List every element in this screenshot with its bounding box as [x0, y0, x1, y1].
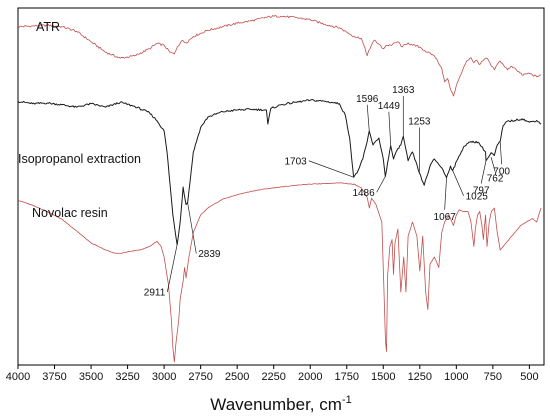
x-tick-label-2000: 2000 — [298, 371, 322, 383]
peak-label-797: 797 — [473, 186, 490, 197]
x-tick-label-4000: 4000 — [6, 371, 30, 383]
peak-leader-1067 — [444, 177, 447, 210]
peak-leader-1486 — [376, 176, 386, 193]
x-tick-label-1500: 1500 — [371, 371, 395, 383]
series-label-atr: ATR — [36, 20, 60, 34]
peak-label-2911: 2911 — [144, 288, 166, 299]
x-tick-label-500: 500 — [520, 371, 538, 383]
peak-leader-700 — [499, 141, 502, 165]
x-tick-label-2250: 2250 — [261, 371, 285, 383]
peak-label-1067: 1067 — [434, 212, 457, 223]
peak-leader-797 — [480, 160, 487, 184]
x-axis-title-text: Wavenumber, cm — [210, 395, 342, 414]
x-tick-label-3750: 3750 — [42, 371, 66, 383]
x-tick-label-2500: 2500 — [225, 371, 249, 383]
x-axis-ticks: 4000 3750 3500 3250 3000 2750 2500 2250 2000 1750… — [6, 365, 539, 383]
peak-leader-1449 — [388, 111, 392, 146]
peak-label-1363: 1363 — [392, 85, 415, 96]
series-label-isopropanol-extraction: Isopropanol extraction — [18, 152, 141, 166]
x-tick-label-750: 750 — [484, 371, 502, 383]
spectra-layer — [17, 14, 542, 363]
peak-label-1486: 1486 — [352, 188, 375, 199]
plot-frame — [17, 7, 545, 366]
peak-leader-1596 — [366, 104, 370, 132]
x-tick-label-3000: 3000 — [152, 371, 176, 383]
peak-leader-1703 — [308, 160, 354, 178]
x-tick-label-2750: 2750 — [188, 371, 212, 383]
x-tick-label-1000: 1000 — [444, 371, 468, 383]
x-tick-label-1750: 1750 — [335, 371, 359, 383]
series-line-novolac-resin — [17, 182, 542, 363]
peak-label-1449: 1449 — [378, 101, 401, 112]
peak-leader-1025 — [452, 170, 464, 196]
x-tick-label-1250: 1250 — [408, 371, 432, 383]
x-tick-label-3250: 3250 — [115, 371, 139, 383]
series-line-isopropanol-extraction — [17, 99, 542, 246]
series-label-novolac-resin: Novolac resin — [32, 206, 108, 220]
peak-leader-2839 — [187, 202, 197, 254]
series-line-atr — [17, 14, 542, 97]
peak-label-1596: 1596 — [356, 94, 379, 105]
peak-leader-762 — [490, 157, 496, 172]
x-tick-label-3500: 3500 — [79, 371, 103, 383]
x-axis-title: Wavenumber, cm-1 — [210, 394, 351, 414]
peak-leader-2911 — [166, 244, 178, 293]
peak-label-762: 762 — [487, 173, 504, 184]
peak-label-1025: 1025 — [466, 191, 489, 202]
x-axis-title-superscript: -1 — [342, 394, 352, 406]
peak-label-2839: 2839 — [198, 249, 221, 260]
peak-label-700: 700 — [493, 166, 510, 177]
peak-label-1253: 1253 — [408, 117, 431, 128]
series-labels: ATR Isopropanol extraction Novolac resin — [18, 20, 141, 220]
peak-label-1703: 1703 — [285, 156, 308, 167]
